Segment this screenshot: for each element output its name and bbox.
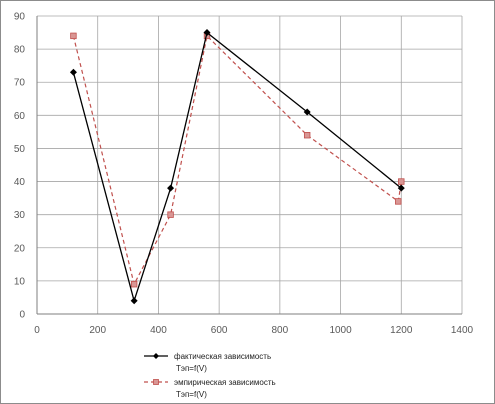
- y-tick-label-5: 50: [14, 144, 26, 155]
- y-tick-label-8: 80: [14, 45, 26, 56]
- point-actual-5: [397, 184, 405, 192]
- point-actual-1: [130, 297, 138, 305]
- x-tick-label-1: 200: [89, 325, 106, 336]
- x-tick-label-2: 400: [150, 325, 167, 336]
- point-empirical-5: [395, 198, 402, 205]
- point-empirical-6: [398, 178, 405, 185]
- legend-label-empirical-formula: Tэп=f(V): [176, 390, 207, 399]
- y-tick-label-6: 60: [14, 111, 26, 122]
- legend-label-empirical: эмпирическая зависимость: [174, 378, 276, 387]
- legend-label-actual: фактическая зависимость: [174, 352, 271, 361]
- x-tick-label-4: 800: [272, 325, 289, 336]
- x-tick-label-0: 0: [34, 325, 40, 336]
- y-tick-label-3: 30: [14, 210, 26, 221]
- x-tick-label-6: 1200: [390, 325, 413, 336]
- y-tick-label-7: 70: [14, 78, 26, 89]
- point-actual-0: [69, 68, 77, 76]
- point-empirical-2: [167, 211, 174, 218]
- y-tick-label-9: 90: [14, 12, 26, 23]
- point-empirical-1: [130, 280, 138, 288]
- x-tick-label-7: 1400: [451, 325, 474, 336]
- x-tick-label-5: 1000: [329, 325, 352, 336]
- y-tick-label-4: 40: [14, 177, 26, 188]
- x-tick-label-3: 600: [211, 325, 228, 336]
- point-empirical-4: [303, 131, 311, 139]
- y-tick-label-0: 0: [19, 310, 25, 321]
- legend-marker-empirical: [153, 379, 159, 385]
- point-actual-2: [167, 184, 175, 192]
- series-line-actual: [72, 31, 402, 304]
- legend: фактическая зависимость Tэп=f(V) эмпирич…: [144, 352, 276, 399]
- legend-label-actual-formula: Tэп=f(V): [176, 364, 207, 373]
- y-tick-label-1: 10: [14, 276, 26, 287]
- plot-area: [37, 16, 462, 314]
- y-tick-label-2: 20: [14, 243, 26, 254]
- point-actual-3: [203, 29, 211, 37]
- point-actual-4: [303, 108, 311, 116]
- point-empirical-0: [70, 32, 77, 40]
- legend-marker-actual: [153, 353, 159, 359]
